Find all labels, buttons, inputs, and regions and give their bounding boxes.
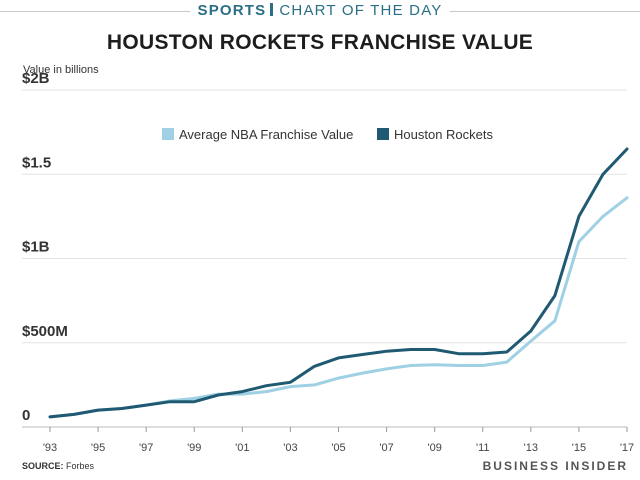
- y-tick-label: $2B: [22, 70, 50, 87]
- x-tick-label: '01: [235, 442, 249, 454]
- chart-title: HOUSTON ROCKETS FRANCHISE VALUE: [106, 31, 534, 54]
- x-tick-label: '97: [139, 442, 153, 454]
- header-sports: SPORTS: [197, 2, 267, 19]
- x-tick-label: '17: [620, 442, 634, 454]
- source-note: SOURCE: Forbes: [22, 461, 94, 471]
- header-separator: [270, 3, 274, 16]
- y-tick-label: $500M: [22, 323, 68, 340]
- y-tick-label: 0: [22, 407, 30, 424]
- series-line-rockets: [48, 147, 629, 419]
- legend-swatch-average: [162, 128, 174, 140]
- legend-label-average: Average NBA Franchise Value: [179, 127, 353, 142]
- x-tick-label: '05: [331, 442, 345, 454]
- x-tick-label: '99: [187, 442, 201, 454]
- x-tick-label: '07: [379, 442, 393, 454]
- y-axis-label: Value in billions: [23, 64, 99, 76]
- header-rule-right: [450, 11, 640, 12]
- y-tick-label: $1B: [22, 239, 50, 256]
- brand-logo: BUSINESS INSIDER: [482, 459, 628, 473]
- x-tick-label: '93: [43, 442, 57, 454]
- series-line-average: [48, 196, 629, 419]
- source-label: SOURCE:: [22, 461, 64, 471]
- header-rule-left: [0, 11, 190, 12]
- y-tick-label: $1.5: [22, 154, 51, 171]
- x-tick-label: '11: [476, 442, 490, 454]
- source-value: Forbes: [66, 461, 95, 471]
- x-tick-label: '09: [427, 442, 441, 454]
- x-tick-label: '13: [524, 442, 538, 454]
- legend-label-rockets: Houston Rockets: [394, 127, 493, 142]
- header-tag: SPORTS CHART OF THE DAY: [0, 2, 640, 19]
- x-tick-label: '95: [91, 442, 105, 454]
- x-tick-label: '03: [283, 442, 297, 454]
- legend-swatch-rockets: [377, 128, 389, 140]
- chart-header: SPORTS CHART OF THE DAY: [0, 0, 640, 22]
- x-tick-label: '15: [572, 442, 586, 454]
- header-rest: CHART OF THE DAY: [279, 2, 443, 19]
